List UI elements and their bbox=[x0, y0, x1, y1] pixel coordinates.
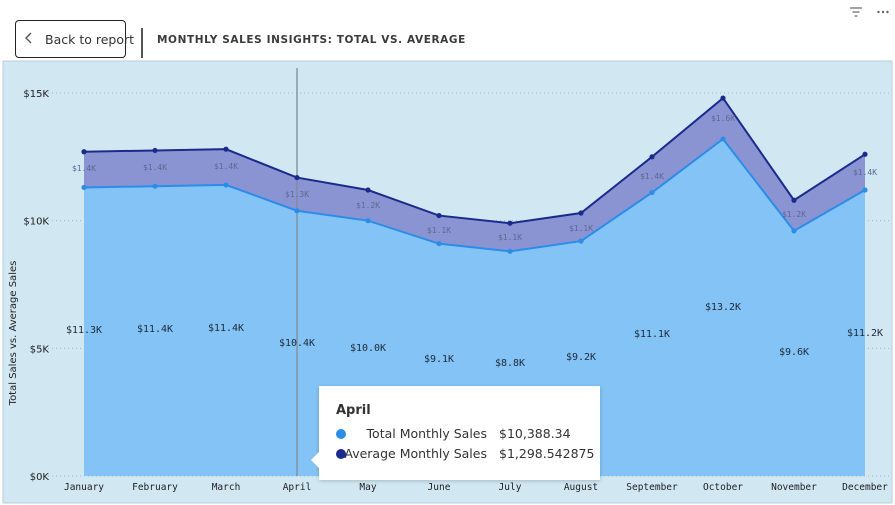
average-sales-data-label: $1.4K bbox=[640, 172, 664, 181]
average-sales-point bbox=[720, 95, 726, 101]
y-tick-label: $15K bbox=[23, 89, 49, 100]
total-sales-data-label: $9.2K bbox=[566, 352, 596, 363]
tooltip-title: April bbox=[336, 403, 371, 418]
chevron-left-icon bbox=[25, 32, 32, 44]
x-tick-label: August bbox=[564, 482, 598, 493]
x-tick-label: February bbox=[132, 482, 178, 493]
total-sales-point bbox=[649, 189, 655, 196]
y-tick-label: $0K bbox=[30, 472, 50, 483]
tooltip: April Total Monthly Sales $10,388.34 Ave… bbox=[311, 386, 600, 480]
page-title: MONTHLY SALES INSIGHTS: TOTAL VS. AVERAG… bbox=[157, 34, 466, 46]
total-sales-data-label: $11.3K bbox=[66, 325, 102, 336]
header-divider bbox=[141, 28, 143, 58]
total-sales-point bbox=[507, 248, 513, 254]
x-tick-label: March bbox=[212, 482, 241, 493]
tooltip-average-value: $1,298.542875 bbox=[499, 446, 595, 461]
average-sales-line bbox=[83, 96, 866, 225]
total-sales-line bbox=[83, 137, 866, 253]
average-sales-data-label: $1.4K bbox=[72, 164, 96, 173]
x-tick-label: November bbox=[771, 482, 817, 493]
total-sales-data-label: $11.1K bbox=[634, 329, 670, 340]
average-sales-point bbox=[791, 197, 797, 203]
total-series-marker bbox=[336, 429, 346, 439]
total-sales-data-label: $10.4K bbox=[279, 338, 315, 349]
tooltip-total-name: Total Monthly Sales bbox=[366, 426, 487, 441]
average-sales-data-label: $1.2K bbox=[356, 201, 380, 210]
back-to-report-label: Back to report bbox=[45, 32, 135, 47]
average-sales-point bbox=[223, 146, 229, 152]
average-sales-data-label: $1.3K bbox=[285, 190, 309, 199]
total-sales-point bbox=[294, 208, 300, 214]
average-sales-point bbox=[365, 187, 371, 193]
average-sales-data-label: $1.4K bbox=[853, 168, 877, 177]
y-tick-label: $5K bbox=[30, 344, 50, 355]
total-sales-data-label: $11.4K bbox=[208, 323, 244, 334]
back-to-report-button[interactable]: Back to report bbox=[15, 20, 134, 58]
x-tick-label: April bbox=[283, 482, 312, 493]
average-sales-point bbox=[81, 149, 87, 155]
total-sales-data-label: $8.8K bbox=[495, 358, 525, 369]
total-sales-point bbox=[720, 136, 726, 142]
sales-area-chart[interactable]: Total Sales vs. Average Sales $11.3K $1.4… bbox=[0, 60, 895, 505]
total-sales-point bbox=[81, 184, 87, 191]
average-sales-point bbox=[507, 220, 513, 226]
tooltip-row-total: Total Monthly Sales $10,388.34 bbox=[319, 426, 600, 444]
tooltip-row-average: Average Monthly Sales $1,298.542875 bbox=[319, 446, 600, 464]
x-tick-label: September bbox=[626, 482, 678, 493]
y-axis-title: Total Sales vs. Average Sales bbox=[8, 261, 19, 407]
average-sales-point bbox=[294, 174, 300, 181]
total-sales-data-label: $10.0K bbox=[350, 343, 386, 354]
average-sales-band bbox=[84, 98, 865, 252]
total-sales-data-label: $11.4K bbox=[137, 324, 173, 335]
filter-icon[interactable] bbox=[849, 6, 863, 18]
average-sales-data-label: $1.4K bbox=[143, 163, 167, 172]
average-sales-point bbox=[862, 151, 868, 157]
average-sales-point bbox=[578, 210, 584, 216]
average-sales-point bbox=[436, 212, 442, 219]
total-sales-area bbox=[84, 138, 865, 476]
x-tick-label: July bbox=[499, 482, 522, 493]
more-options-icon[interactable] bbox=[876, 6, 890, 18]
x-tick-label: December bbox=[842, 482, 888, 493]
tooltip-average-name: Average Monthly Sales bbox=[344, 446, 487, 461]
tooltip-total-value: $10,388.34 bbox=[499, 426, 571, 441]
average-sales-data-label: $1.2K bbox=[782, 210, 806, 219]
average-sales-point bbox=[649, 154, 655, 160]
total-sales-point bbox=[223, 182, 229, 188]
total-sales-point bbox=[578, 238, 584, 244]
x-tick-label: June bbox=[428, 482, 451, 493]
total-sales-point bbox=[365, 218, 371, 224]
total-sales-data-label: $11.2K bbox=[847, 328, 883, 339]
x-tick-label: May bbox=[359, 482, 376, 493]
total-sales-data-label: $13.2K bbox=[705, 302, 741, 313]
average-sales-data-label: $1.1K bbox=[569, 224, 593, 233]
x-tick-label: January bbox=[64, 482, 104, 493]
total-sales-point bbox=[862, 187, 868, 193]
total-sales-point bbox=[152, 183, 158, 189]
average-sales-point bbox=[152, 147, 158, 154]
average-sales-data-label: $1.1K bbox=[427, 226, 451, 235]
average-series-marker bbox=[336, 449, 346, 459]
total-sales-point bbox=[436, 241, 442, 247]
total-sales-data-label: $9.1K bbox=[424, 354, 454, 365]
y-tick-label: $10K bbox=[23, 217, 49, 228]
x-tick-label: October bbox=[703, 482, 743, 493]
tooltip-pointer bbox=[311, 452, 319, 468]
average-sales-data-label: $1.4K bbox=[214, 162, 238, 171]
total-sales-point bbox=[791, 228, 797, 234]
total-sales-data-label: $9.6K bbox=[779, 347, 809, 358]
average-sales-data-label: $1.1K bbox=[498, 233, 522, 242]
average-sales-data-label: $1.6K bbox=[711, 114, 735, 123]
